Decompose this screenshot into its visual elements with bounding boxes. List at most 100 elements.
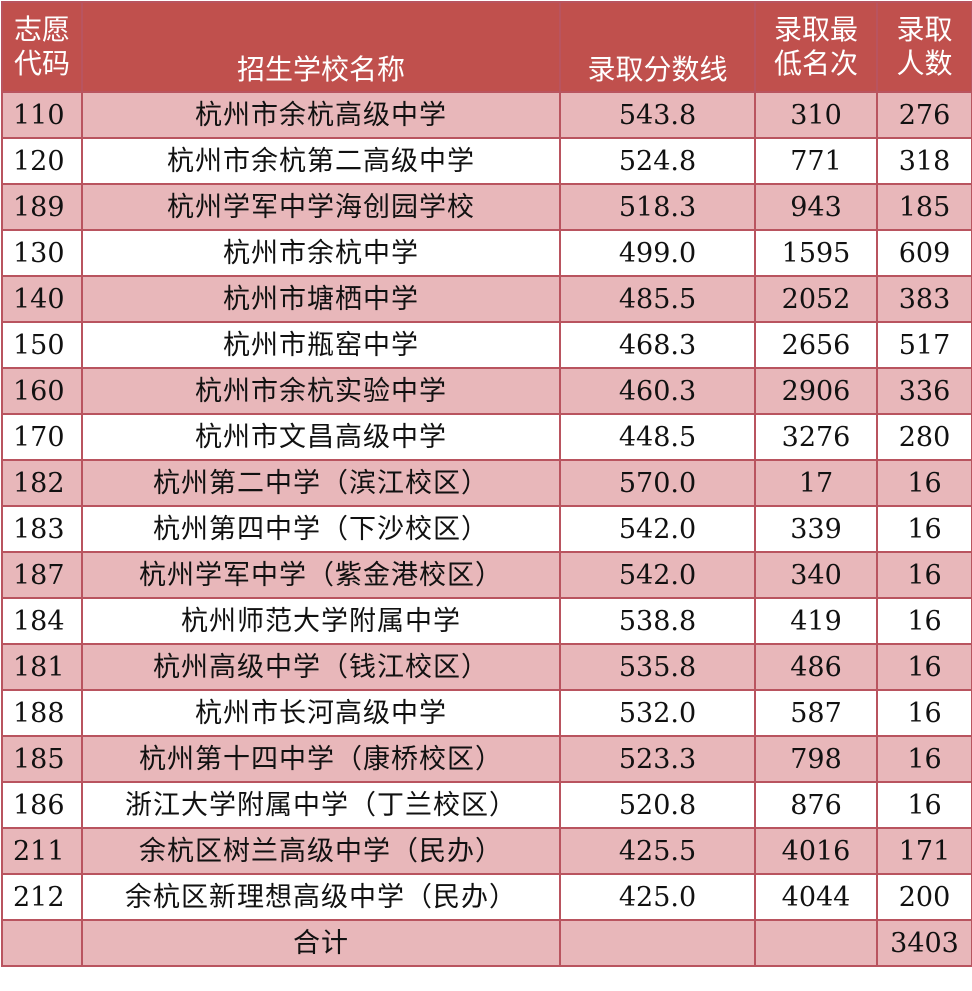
school-name-cell: 杭州市塘栖中学 [81, 275, 561, 323]
school-name-cell: 杭州市余杭第二高级中学 [81, 137, 561, 185]
table-row: 170 杭州市文昌高级中学 448.5 3276 280 [1, 413, 972, 461]
score-cell: 485.5 [559, 275, 756, 323]
count-cell: 609 [876, 229, 972, 277]
score-cell: 532.0 [559, 689, 756, 737]
code-cell: 130 [1, 229, 83, 277]
code-cell: 181 [1, 643, 83, 691]
rank-cell: 876 [754, 781, 878, 829]
rank-cell: 1595 [754, 229, 878, 277]
code-cell: 184 [1, 597, 83, 645]
school-name-cell: 浙江大学附属中学（丁兰校区） [81, 781, 561, 829]
rank-cell: 2906 [754, 367, 878, 415]
school-name-cell: 杭州第十四中学（康桥校区） [81, 735, 561, 783]
code-cell: 182 [1, 459, 83, 507]
total-code-cell [1, 919, 83, 967]
table-footer: 合计 3403 [1, 919, 972, 967]
score-cell: 425.5 [559, 827, 756, 875]
header-count-line1: 录取 [896, 13, 953, 46]
table-row: 185 杭州第十四中学（康桥校区） 523.3 798 16 [1, 735, 972, 783]
header-rank-line2: 低名次 [773, 47, 858, 80]
score-cell: 518.3 [559, 183, 756, 231]
table-row: 160 杭州市余杭实验中学 460.3 2906 336 [1, 367, 972, 415]
count-cell: 185 [876, 183, 972, 231]
header-rank-line1: 录取最 [773, 13, 858, 46]
table-row: 212 余杭区新理想高级中学（民办） 425.0 4044 200 [1, 873, 972, 921]
count-cell: 16 [876, 643, 972, 691]
count-cell: 16 [876, 505, 972, 553]
count-cell: 280 [876, 413, 972, 461]
rank-cell: 943 [754, 183, 878, 231]
rank-cell: 4016 [754, 827, 878, 875]
table-row: 183 杭州第四中学（下沙校区） 542.0 339 16 [1, 505, 972, 553]
code-cell: 120 [1, 137, 83, 185]
table-row: 181 杭州高级中学（钱江校区） 535.8 486 16 [1, 643, 972, 691]
code-cell: 110 [1, 91, 83, 139]
count-cell: 200 [876, 873, 972, 921]
code-cell: 185 [1, 735, 83, 783]
code-cell: 170 [1, 413, 83, 461]
school-name-cell: 杭州学军中学海创园学校 [81, 183, 561, 231]
header-score-label: 录取分数线 [587, 53, 728, 86]
table-row: 189 杭州学军中学海创园学校 518.3 943 185 [1, 183, 972, 231]
rank-cell: 771 [754, 137, 878, 185]
rank-cell: 798 [754, 735, 878, 783]
count-cell: 16 [876, 735, 972, 783]
score-cell: 425.0 [559, 873, 756, 921]
count-cell: 16 [876, 459, 972, 507]
score-cell: 538.8 [559, 597, 756, 645]
header-code-line1: 志愿 [13, 13, 70, 46]
count-cell: 16 [876, 597, 972, 645]
count-cell: 16 [876, 689, 972, 737]
count-cell: 16 [876, 551, 972, 599]
score-cell: 523.3 [559, 735, 756, 783]
count-cell: 336 [876, 367, 972, 415]
score-cell: 460.3 [559, 367, 756, 415]
school-name-cell: 余杭区新理想高级中学（民办） [81, 873, 561, 921]
total-row: 合计 3403 [1, 919, 972, 967]
rank-cell: 486 [754, 643, 878, 691]
count-cell: 318 [876, 137, 972, 185]
code-cell: 140 [1, 275, 83, 323]
table-row: 130 杭州市余杭中学 499.0 1595 609 [1, 229, 972, 277]
table-row: 150 杭州市瓶窑中学 468.3 2656 517 [1, 321, 972, 369]
count-cell: 276 [876, 91, 972, 139]
score-cell: 542.0 [559, 505, 756, 553]
code-cell: 160 [1, 367, 83, 415]
school-name-cell: 杭州市瓶窑中学 [81, 321, 561, 369]
header-score: 录取分数线 [559, 1, 756, 93]
school-name-cell: 杭州市余杭实验中学 [81, 367, 561, 415]
rank-cell: 2656 [754, 321, 878, 369]
header-rank: 录取最 低名次 [754, 1, 878, 93]
code-cell: 150 [1, 321, 83, 369]
score-cell: 499.0 [559, 229, 756, 277]
school-name-cell: 杭州市余杭中学 [81, 229, 561, 277]
rank-cell: 419 [754, 597, 878, 645]
total-label: 合计 [81, 919, 561, 967]
total-score-cell [559, 919, 756, 967]
rank-cell: 3276 [754, 413, 878, 461]
rank-cell: 2052 [754, 275, 878, 323]
header-count: 录取 人数 [876, 1, 972, 93]
school-name-cell: 杭州市长河高级中学 [81, 689, 561, 737]
rank-cell: 340 [754, 551, 878, 599]
table-row: 184 杭州师范大学附属中学 538.8 419 16 [1, 597, 972, 645]
header-school-label: 招生学校名称 [236, 53, 405, 86]
header-school: 招生学校名称 [81, 1, 561, 93]
total-count: 3403 [876, 919, 972, 967]
school-name-cell: 杭州高级中学（钱江校区） [81, 643, 561, 691]
count-cell: 16 [876, 781, 972, 829]
code-cell: 211 [1, 827, 83, 875]
school-name-cell: 杭州学军中学（紫金港校区） [81, 551, 561, 599]
school-name-cell: 杭州第四中学（下沙校区） [81, 505, 561, 553]
school-name-cell: 杭州市文昌高级中学 [81, 413, 561, 461]
score-cell: 468.3 [559, 321, 756, 369]
score-cell: 520.8 [559, 781, 756, 829]
rank-cell: 17 [754, 459, 878, 507]
rank-cell: 4044 [754, 873, 878, 921]
code-cell: 188 [1, 689, 83, 737]
table-header: 志愿 代码 招生学校名称 录取分数线 录取最 低名次 录取 人数 [1, 1, 972, 93]
table-row: 140 杭州市塘栖中学 485.5 2052 383 [1, 275, 972, 323]
table-row: 188 杭州市长河高级中学 532.0 587 16 [1, 689, 972, 737]
header-count-line2: 人数 [896, 47, 953, 80]
table-row: 110 杭州市余杭高级中学 543.8 310 276 [1, 91, 972, 139]
